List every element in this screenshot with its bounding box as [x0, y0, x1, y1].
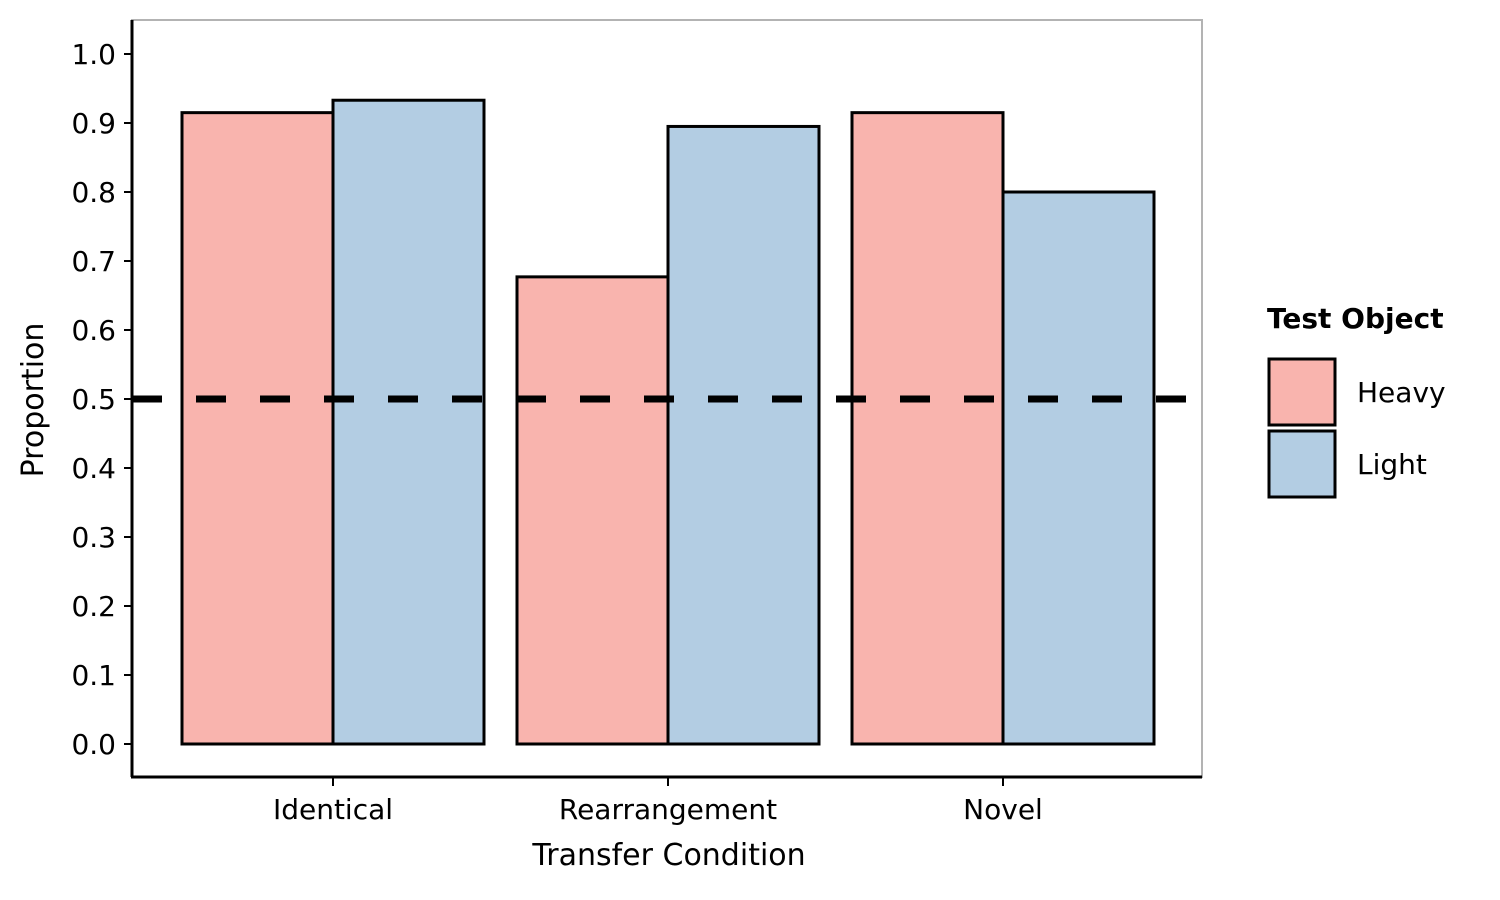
x-tick-label-identical: Identical [273, 793, 393, 826]
bars-layer [180, 98, 1156, 746]
y-tick-label: 0.2 [71, 590, 116, 623]
y-tick-label: 0.3 [71, 521, 116, 554]
y-axis-title: Proportion [16, 323, 51, 478]
y-tick-label: 0.1 [71, 659, 116, 692]
legend: Test Object Heavy Light [1267, 302, 1446, 499]
legend-label-light: Light [1357, 448, 1427, 481]
legend-label-heavy: Heavy [1357, 376, 1446, 409]
x-axis-title: Transfer Condition [531, 838, 805, 873]
y-tick-label: 0.0 [71, 728, 116, 761]
legend-items: Heavy Light [1267, 357, 1446, 499]
y-tick-label: 0.7 [71, 245, 116, 278]
y-tick-label: 0.6 [71, 314, 116, 347]
y-tick-label: 0.5 [71, 383, 116, 416]
bar-rearrangement-heavy [515, 275, 670, 746]
legend-swatch-light [1267, 429, 1337, 499]
bar-novel-light [1001, 190, 1156, 746]
bar-identical-light [331, 98, 486, 746]
y-tick-label: 1.0 [71, 38, 116, 71]
legend-swatch-heavy [1267, 357, 1337, 427]
y-tick-label: 0.9 [71, 107, 116, 140]
legend-title: Test Object [1267, 302, 1444, 335]
bar-rearrangement-light [666, 124, 821, 746]
bar-novel-heavy [850, 111, 1005, 746]
y-ticks: 0.0 0.1 0.2 0.3 0.4 0.5 0.6 0.7 0.8 0.9 1.0 [71, 38, 132, 761]
x-tick-label-rearrangement: Rearrangement [559, 793, 777, 826]
y-tick-label: 0.4 [71, 452, 116, 485]
x-ticks: Identical Rearrangement Novel [273, 777, 1043, 826]
x-tick-label-novel: Novel [963, 793, 1043, 826]
bar-identical-heavy [180, 111, 335, 746]
y-tick-label: 0.8 [71, 176, 116, 209]
